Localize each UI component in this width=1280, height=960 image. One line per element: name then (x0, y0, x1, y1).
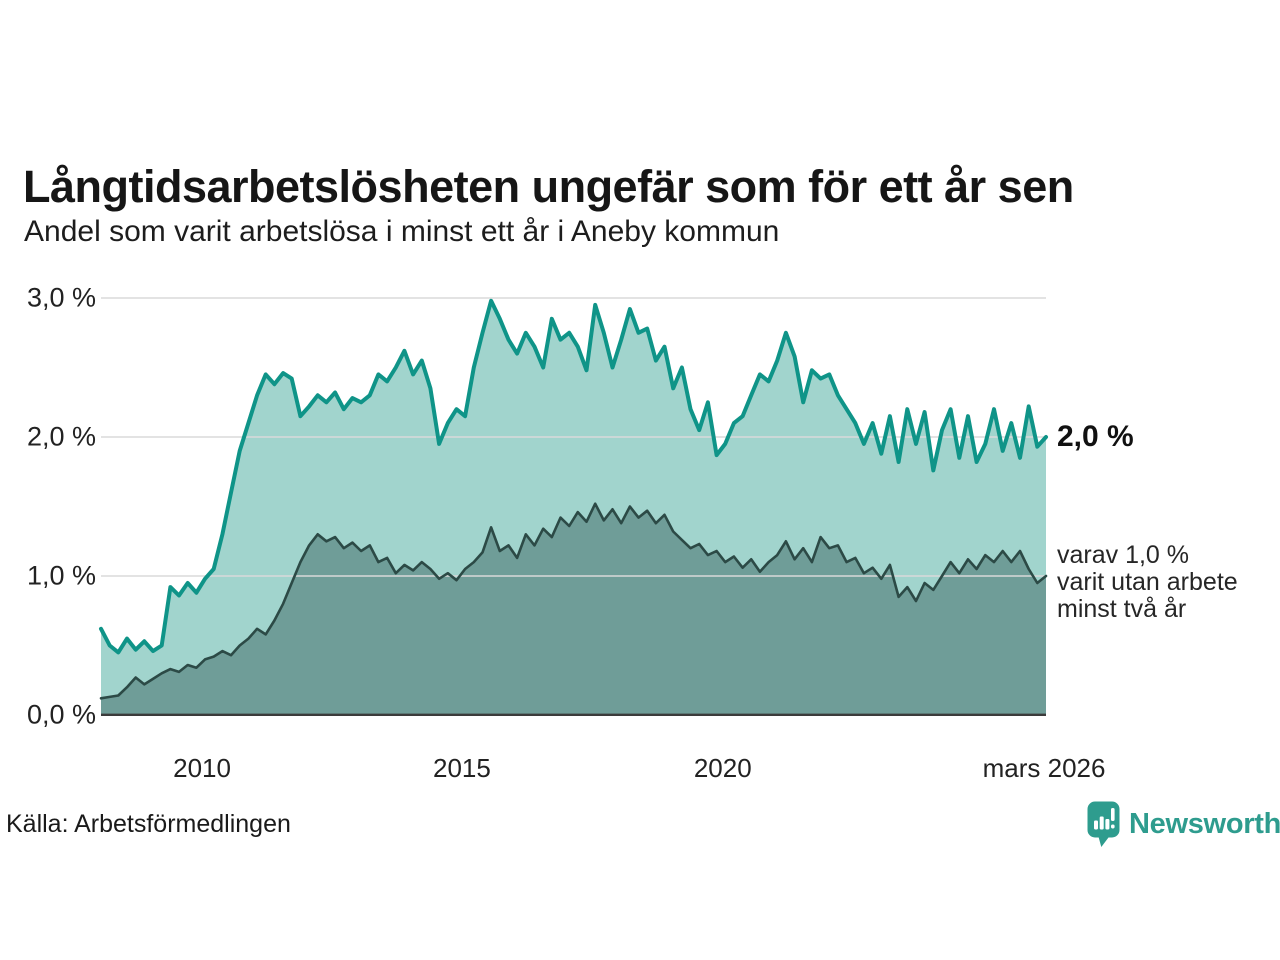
y-tick-label: 3,0 % (26, 282, 96, 313)
chart-subtitle: Andel som varit arbetslösa i minst ett å… (24, 215, 780, 248)
plot-area-svg (99, 297, 1048, 716)
two-year-note: varav 1,0 % varit utan arbete minst två … (1057, 542, 1238, 623)
newsworthy-wordmark: Newsworthy (1129, 808, 1280, 840)
two-year-note-line: varit utan arbete (1057, 568, 1238, 596)
series-line-1 (99, 502, 1048, 700)
x-tick-label: 2015 (433, 753, 491, 783)
x-tick-label: 2020 (693, 753, 752, 783)
page-title: Långtidsarbetslösheten ungefär som för e… (23, 161, 1074, 213)
newsworthy-logo: Newsworthy (1087, 801, 1280, 848)
source-caption: Källa: Arbetsförmedlingen (6, 810, 291, 838)
series-area-1 (101, 503, 1046, 715)
latest-value-label: 2,0 % (1057, 420, 1134, 453)
gridlines (101, 297, 1046, 577)
y-tick-label: 0,0 % (26, 699, 96, 730)
x-tick-label: 2010 (173, 753, 231, 783)
series-line-0 (99, 298, 1048, 655)
y-tick-label: 1,0 % (26, 560, 96, 591)
newsworthy-pin-barchart-icon (1087, 801, 1120, 847)
x-tick-label: mars 2026 (982, 753, 1106, 783)
two-year-note-line: minst två år (1057, 595, 1187, 623)
y-tick-label: 2,0 % (26, 421, 96, 452)
two-year-note-line: varav 1,0 % (1057, 541, 1190, 569)
